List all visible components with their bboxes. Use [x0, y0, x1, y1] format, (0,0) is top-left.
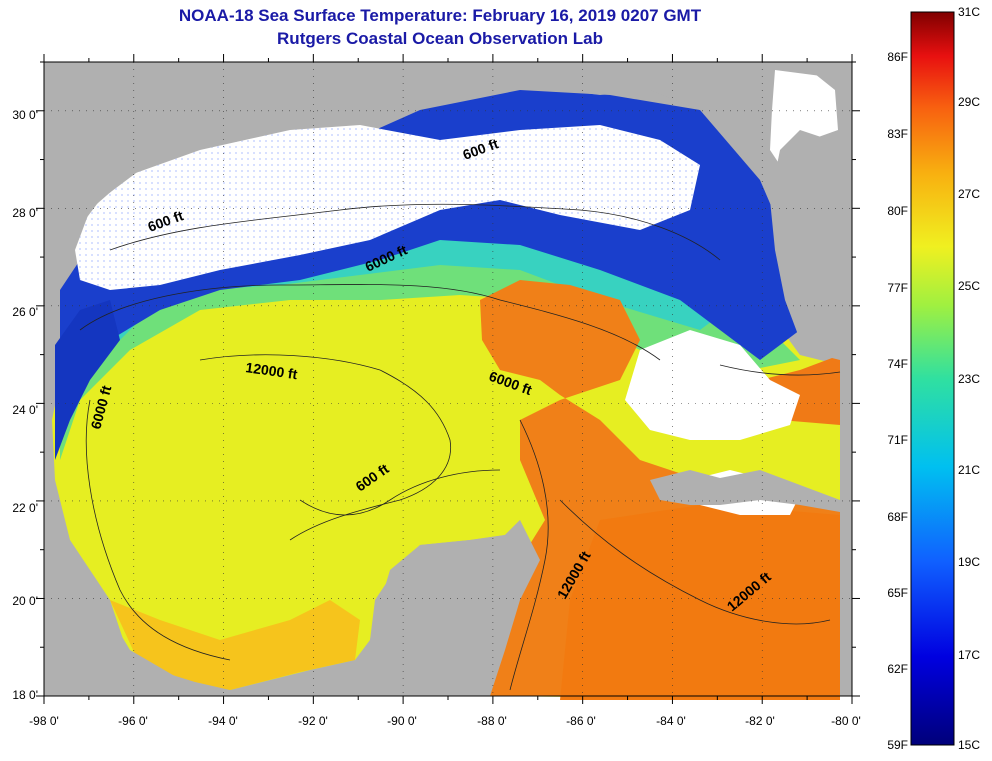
cold-west — [55, 300, 120, 460]
land-florida — [770, 130, 840, 360]
colorbar-f-label: 68F — [887, 510, 908, 524]
lat-label: 26 0' — [12, 305, 38, 319]
contour-label: 12000 ft — [245, 359, 299, 382]
colorbar-f-label: 59F — [887, 738, 908, 752]
land-us-south — [44, 62, 852, 300]
colorbar-f-label: 77F — [887, 281, 908, 295]
lon-label: -90 0' — [387, 714, 417, 728]
colorbar — [910, 11, 955, 746]
axis-tickmarks — [36, 54, 860, 704]
colorbar-c-label: 31C — [958, 5, 981, 19]
warm-caribbean — [560, 505, 840, 700]
land-mexico-south — [44, 480, 200, 696]
lat-label: 18 0' — [12, 688, 38, 702]
colorbar-c-label: 25C — [958, 279, 981, 293]
lon-label: -96 0' — [118, 714, 148, 728]
lat-label: 22 0' — [12, 501, 38, 515]
lon-label: -82 0' — [745, 714, 775, 728]
lat-label: 28 0' — [12, 206, 38, 220]
colorbar-f-label: 65F — [887, 586, 908, 600]
map-title: NOAA-18 Sea Surface Temperature: Februar… — [178, 6, 702, 25]
colorbar-f-label: 71F — [887, 433, 908, 447]
colorbar-f-label: 86F — [887, 50, 908, 64]
lon-label: -88 0' — [477, 714, 507, 728]
lon-label: -94 0' — [208, 714, 238, 728]
lon-label: -80 0' — [831, 714, 861, 728]
lon-label: -84 0' — [656, 714, 686, 728]
colorbar-f-label: 80F — [887, 204, 908, 218]
lon-label: -92 0' — [298, 714, 328, 728]
land-cuba — [650, 470, 840, 512]
colorbar-c-label: 29C — [958, 95, 981, 109]
colorbar-c-label: 21C — [958, 463, 981, 477]
colorbar-f-label: 74F — [887, 357, 908, 371]
lat-label: 24 0' — [12, 403, 38, 417]
colorbar-f-label: 62F — [887, 662, 908, 676]
lon-label: -86 0' — [566, 714, 596, 728]
lat-label: 20 0' — [12, 594, 38, 608]
colorbar-c-label: 23C — [958, 372, 981, 386]
bathymetry-contours — [79, 203, 841, 691]
colorbar-c-label: 15C — [958, 738, 981, 752]
lon-label: -98 0' — [29, 714, 59, 728]
colorbar-c-label: 27C — [958, 187, 981, 201]
cloud-north — [75, 125, 700, 290]
map-subtitle: Rutgers Coastal Ocean Observation Lab — [277, 29, 603, 48]
land-yucatan — [365, 520, 540, 696]
lat-label: 30 0' — [12, 108, 38, 122]
colorbar-c-label: 19C — [958, 555, 981, 569]
warm-yucatan-south — [110, 600, 360, 690]
colorbar-f-label: 83F — [887, 127, 908, 141]
cloud-east — [625, 330, 800, 440]
colorbar-c-label: 17C — [958, 648, 981, 662]
grid-lines — [44, 62, 852, 696]
